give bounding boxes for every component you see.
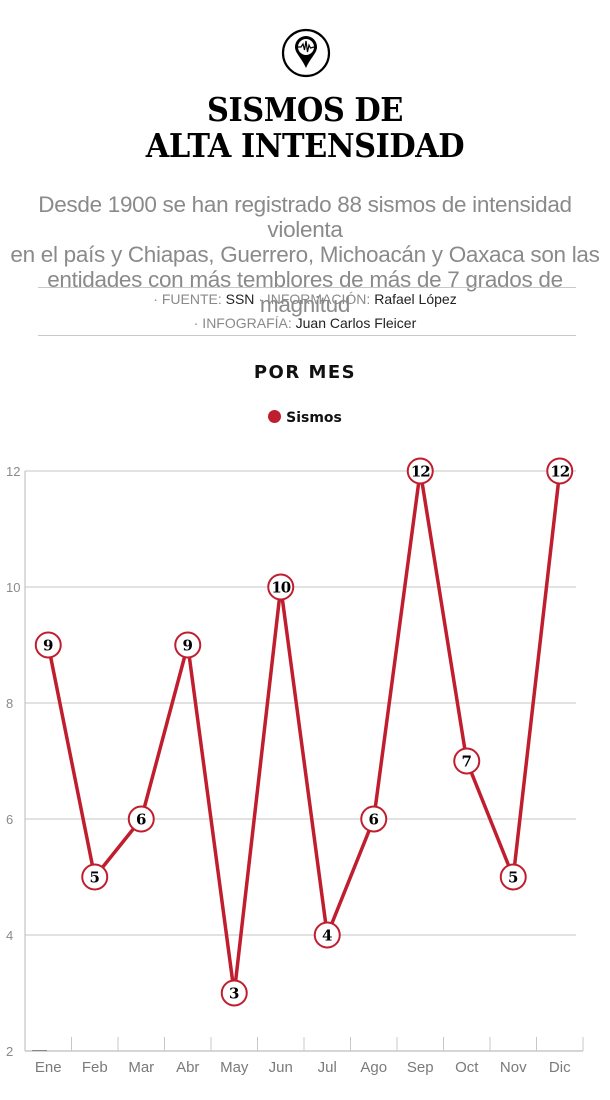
seismograph-location-pin-icon: [281, 28, 331, 78]
data-point-label: 12: [411, 463, 430, 481]
credits-line-1: · FUENTE: SSN · INFORMACIÓN: Rafael Lópe…: [0, 289, 610, 309]
section-title: POR MES: [253, 362, 357, 383]
data-point-label: 6: [136, 811, 146, 829]
data-line: [46, 469, 562, 995]
source-value: SSN: [225, 291, 255, 307]
x-tick-label: Ago: [360, 1059, 387, 1076]
x-tick-label: Abr: [176, 1059, 199, 1076]
y-tick-label: 6: [6, 812, 13, 827]
data-point-marker: [127, 805, 155, 833]
legend-label: Sismos: [286, 410, 342, 426]
y-tick-label: 4: [6, 928, 13, 943]
title-line-1: SISMOS DE: [207, 90, 403, 129]
x-tick-label: Nov: [500, 1059, 527, 1076]
data-point-label: 6: [369, 811, 379, 829]
data-point-marker: [546, 457, 574, 485]
x-tick-label: Oct: [455, 1059, 479, 1076]
x-tick-label: Mar: [128, 1059, 154, 1076]
x-tick-label: Sep: [407, 1059, 434, 1076]
data-point-marker: [360, 805, 388, 833]
infographic-value: Juan Carlos Fleicer: [295, 315, 417, 331]
page-title: SISMOS DE ALTA INTENSIDAD: [24, 92, 585, 164]
credits-line-2: · INFOGRAFÍA: Juan Carlos Fleicer: [0, 313, 610, 333]
info-label: · INFORMACIÓN:: [254, 291, 375, 307]
data-point-marker: [174, 631, 202, 659]
subtitle-line-2: en el país y Chiapas, Guerrero, Michoacá…: [10, 242, 600, 267]
data-point-label: 5: [90, 869, 100, 887]
x-tick-label: Jun: [269, 1059, 293, 1076]
data-point-marker: [267, 573, 295, 601]
data-point-label: 7: [462, 753, 472, 771]
chart-legend[interactable]: Sismos: [0, 410, 610, 426]
data-point-marker: [453, 747, 481, 775]
divider-bottom: [38, 335, 576, 336]
data-point-label: 3: [229, 985, 239, 1003]
line-chart: 2 4 6 8 10 12 Ene Feb Mar Abr May Jun Jul Ago Sep Oct No…: [6, 457, 584, 1076]
data-point-marker: [34, 631, 62, 659]
data-point-marker: [220, 979, 248, 1007]
legend-dot-icon: [268, 410, 282, 423]
y-tick-label: 2: [6, 1044, 13, 1059]
data-point-label: 4: [322, 927, 332, 945]
x-tick-label: Jul: [318, 1059, 337, 1076]
data-point-label: 5: [508, 869, 518, 887]
data-point-label: 10: [271, 579, 290, 597]
x-tick-label: Feb: [82, 1059, 108, 1076]
info-value: Rafael López: [374, 291, 457, 307]
y-tick-label: 10: [6, 580, 20, 595]
data-point-marker: [313, 921, 341, 949]
data-point-label: 12: [550, 463, 569, 481]
x-tick-label: Dic: [549, 1059, 571, 1076]
data-point-marker: [81, 863, 109, 891]
infographic-label: · INFOGRAFÍA:: [193, 315, 296, 331]
source-label: · FUENTE:: [153, 291, 226, 307]
data-point-label: 9: [183, 637, 193, 655]
title-line-2: ALTA INTENSIDAD: [145, 126, 465, 165]
divider-top: [38, 287, 576, 288]
x-tick-label: May: [220, 1059, 249, 1076]
subtitle-line-1: Desde 1900 se han registrado 88 sismos d…: [38, 192, 572, 242]
y-tick-label: 8: [6, 696, 13, 711]
data-point-label: 9: [43, 637, 53, 655]
data-point-marker: [499, 863, 527, 891]
y-tick-label: 12: [6, 464, 20, 479]
data-point-marker: [406, 457, 434, 485]
x-tick-label: Ene: [35, 1059, 62, 1076]
